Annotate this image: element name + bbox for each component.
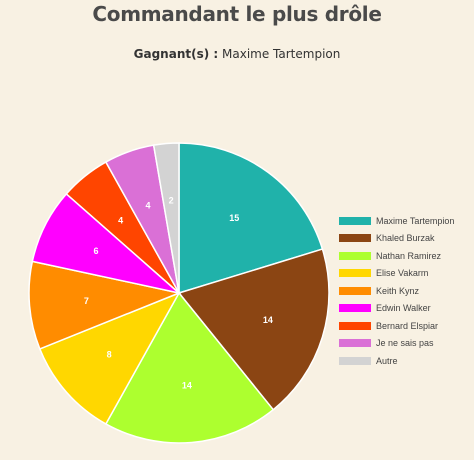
slice-value-label: 8 [107,349,112,359]
legend-swatch [339,339,371,348]
legend-item-je-ne-sais-pas[interactable]: Je ne sais pas [339,335,454,353]
slice-value-label: 7 [84,296,89,306]
pie-slice-labels: 15 14 14 8 7 6 4 4 2 [84,195,273,390]
legend-item-maxime-tartempion[interactable]: Maxime Tartempion [339,212,454,230]
legend-item-autre[interactable]: Autre [339,352,454,370]
chart-legend: Maxime Tartempion Khaled Burzak Nathan Ram… [339,212,454,370]
legend-swatch [339,304,371,313]
slice-value-label: 15 [229,213,239,223]
pie-slice-elise-vakarm[interactable] [38,291,181,425]
legend-swatch [339,286,371,295]
chart-subtitle: Gagnant(s) : Maxime Tartempion [0,45,474,63]
legend-label: Nathan Ramirez [376,250,442,261]
pie-slice-autre[interactable] [152,142,180,294]
legend-item-edwin-walker[interactable]: Edwin Walker [339,300,454,318]
legend-label: Keith Kynz [376,285,420,296]
legend-item-keith-kynz[interactable]: Keith Kynz [339,282,454,300]
pie-slice-keith-kynz[interactable] [28,260,182,350]
winner-label: Gagnant(s) : [133,47,219,61]
chart-title: Commandant le plus drôle [92,2,382,26]
pie-slice-khaled-burzak[interactable] [177,248,330,411]
slice-value-label: 2 [169,195,174,205]
legend-swatch [339,251,371,260]
legend-swatch [339,269,371,278]
legend-label: Edwin Walker [376,303,431,314]
legend-label: Khaled Burzak [376,233,435,244]
legend-item-khaled-burzak[interactable]: Khaled Burzak [339,230,454,248]
legend-label: Je ne sais pas [376,338,434,349]
legend-item-nathan-ramirez[interactable]: Nathan Ramirez [339,247,454,265]
slice-value-label: 4 [146,200,151,210]
legend-swatch [339,356,371,365]
legend-swatch [339,234,371,243]
legend-label: Elise Vakarm [376,268,429,279]
legend-label: Bernard Elspiar [376,320,439,331]
pie-slices [28,142,330,444]
slice-value-label: 4 [118,216,123,226]
pie-slice-maxime-tartempion[interactable] [178,142,324,295]
legend-label: Autre [376,355,398,366]
slice-value-label: 14 [263,315,273,325]
legend-item-elise-vakarm[interactable]: Elise Vakarm [339,265,454,283]
slice-value-label: 6 [93,246,98,256]
winner-value: Maxime Tartempion [222,47,341,61]
legend-swatch [339,321,371,330]
legend-label: Maxime Tartempion [376,215,455,226]
pie-slice-nathan-ramirez[interactable] [104,291,275,444]
slice-value-label: 14 [182,381,192,391]
legend-swatch [339,216,371,225]
legend-item-bernard-elspiar[interactable]: Bernard Elspiar [339,317,454,335]
